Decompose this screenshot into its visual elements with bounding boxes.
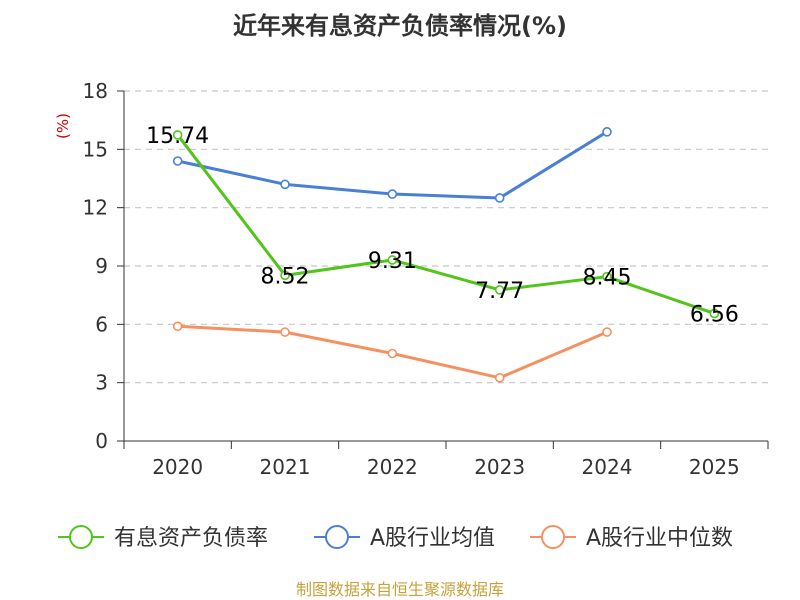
grid-lines: [124, 90, 768, 384]
data-point: [280, 270, 290, 281]
chart-title: 近年来有息资产负债率情况(%): [233, 12, 567, 40]
series-line: [177, 130, 608, 200]
y-tick-label: 9: [95, 254, 108, 278]
series-line: [176, 134, 715, 315]
data-label: 7.77: [475, 279, 524, 304]
y-tick-label: 18: [83, 79, 108, 103]
data-point: [172, 130, 183, 140]
legend-swatch-marker: [541, 525, 565, 549]
data-point: [602, 327, 612, 337]
x-tick-label: 2022: [367, 455, 418, 479]
data-label: 8.45: [583, 266, 632, 291]
y-tick-label: 6: [95, 312, 108, 336]
legend-label: 有息资产负债率: [114, 526, 268, 551]
legend-label: A股行业中位数: [586, 526, 733, 551]
y-tick-label: 0: [95, 429, 108, 453]
x-tick-label: 2021: [260, 455, 311, 479]
data-point: [280, 327, 290, 337]
y-tick-label: 3: [95, 371, 108, 395]
data-point: [709, 308, 720, 319]
x-tick-label: 2023: [474, 455, 525, 479]
data-point: [172, 321, 183, 332]
data-point: [602, 271, 612, 282]
data-point: [387, 189, 398, 199]
x-tick-label: 2020: [152, 455, 203, 479]
data-label: 15.74: [146, 124, 209, 149]
series-layer: [172, 127, 720, 383]
data-point: [494, 285, 505, 295]
x-tick-label: 2025: [689, 455, 740, 479]
source-note: 制图数据来自恒生聚源数据库: [296, 580, 504, 599]
data-label: 6.56: [690, 302, 739, 327]
data-point: [280, 179, 290, 190]
data-label: 9.31: [368, 249, 417, 274]
data-point: [387, 255, 398, 265]
data-point: [172, 156, 183, 166]
data-point: [494, 373, 505, 383]
y-tick-label: 12: [83, 196, 108, 220]
legend-swatch-marker: [325, 525, 349, 549]
legend: 有息资产负债率 A股行业均值 A股行业中位数: [58, 525, 733, 551]
x-tick-label: 2024: [582, 455, 633, 479]
legend-label: A股行业均值: [370, 526, 495, 551]
data-labels: 15.74 8.52 9.31 7.77 8.45 6.56: [146, 124, 739, 328]
data-point: [602, 127, 612, 137]
data-point: [387, 348, 398, 359]
y-tick-label: 15: [83, 137, 108, 161]
data-label: 8.52: [261, 264, 310, 289]
axes: 0 3 6 9 12 15 18 2020 2021 2022 2023 2024 2025: [83, 79, 769, 479]
data-point: [494, 193, 505, 203]
legend-swatch-marker: [69, 525, 93, 549]
y-axis-label: (%): [54, 113, 72, 139]
